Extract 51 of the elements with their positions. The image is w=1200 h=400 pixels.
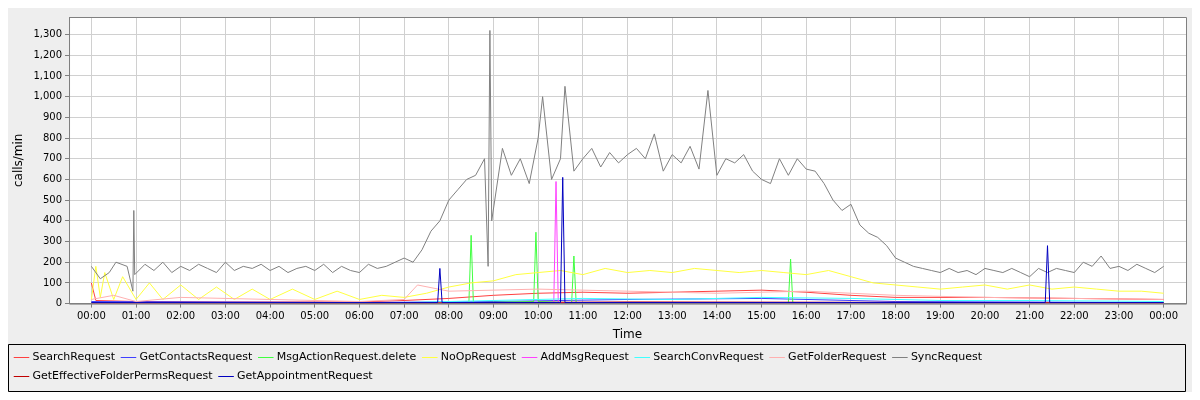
x-tick-label: 14:00 <box>702 310 732 322</box>
legend-label: MsgActionRequest.delete <box>276 350 417 364</box>
y-tick-label: 700 <box>42 152 63 164</box>
x-tick-label: 13:00 <box>657 310 687 322</box>
y-tick-label: 900 <box>42 110 63 122</box>
x-tick-label: 10:00 <box>523 310 553 322</box>
x-tick-label: 02:00 <box>166 310 196 322</box>
legend-label: GetFolderRequest <box>788 350 888 364</box>
y-tick-label: 800 <box>42 131 63 143</box>
x-tick-label: 16:00 <box>791 310 821 322</box>
y-axis-title: calls/min <box>11 133 26 188</box>
x-tick-label: 09:00 <box>479 310 508 322</box>
legend-label: GetContactsRequest <box>139 350 253 364</box>
x-tick-label: 11:00 <box>568 310 598 322</box>
y-tick-label: 100 <box>42 276 63 288</box>
x-tick-label: 00:00 <box>76 310 106 322</box>
x-tick-label: 23:00 <box>1104 310 1134 322</box>
x-tick-label: 01:00 <box>121 310 151 322</box>
y-tick-label: 1,100 <box>33 69 63 81</box>
legend-label: NoOpRequest <box>440 350 517 364</box>
legend-label: AddMsgRequest <box>540 350 630 364</box>
x-tick-label: 18:00 <box>881 310 910 322</box>
x-axis-title: Time <box>611 326 643 341</box>
x-tick-label: 08:00 <box>434 310 464 322</box>
legend-label: SearchConvRequest <box>653 350 765 364</box>
y-tick-label: 200 <box>42 255 63 267</box>
y-tick-label: 1,300 <box>33 28 63 40</box>
x-tick-label: 07:00 <box>389 310 419 322</box>
legend-label: SearchRequest <box>32 350 116 364</box>
x-tick-label: 04:00 <box>255 310 285 322</box>
x-tick-label: 22:00 <box>1059 310 1089 322</box>
legend-label: GetEffectiveFolderPermsRequest <box>32 369 214 383</box>
legend-label: GetAppointmentRequest <box>237 369 374 383</box>
x-tick-label: 21:00 <box>1015 310 1045 322</box>
y-tick-label: 1,000 <box>33 90 63 102</box>
x-tick-label: 15:00 <box>747 310 776 322</box>
y-tick-label: 1,200 <box>33 48 63 60</box>
x-tick-label: 19:00 <box>925 310 955 322</box>
x-tick-label: 05:00 <box>300 310 330 322</box>
y-tick-label: 600 <box>42 173 63 185</box>
x-tick-label: 06:00 <box>345 310 374 322</box>
y-tick-label: 300 <box>42 235 63 247</box>
x-tick-label: 20:00 <box>970 310 1000 322</box>
legend-label: SyncRequest <box>910 350 983 364</box>
y-tick-label: 0 <box>55 297 63 309</box>
x-tick-label: 12:00 <box>613 310 642 322</box>
x-tick-label: 03:00 <box>210 310 240 322</box>
y-tick-label: 400 <box>42 214 63 226</box>
x-tick-label: 17:00 <box>836 310 866 322</box>
y-tick-label: 500 <box>42 193 63 205</box>
x-tick-label: 00:00 <box>1149 310 1179 322</box>
